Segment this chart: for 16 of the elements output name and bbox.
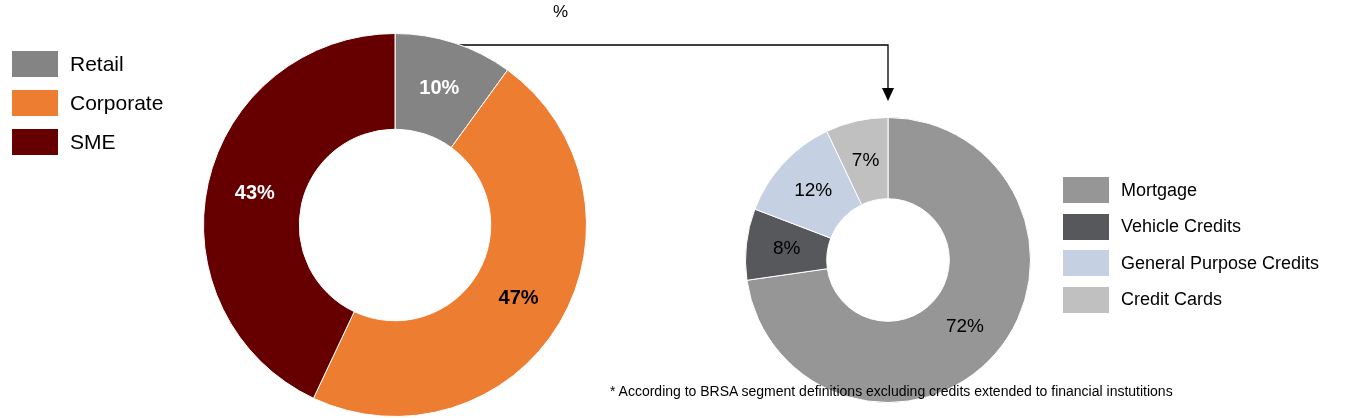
data-label: 8% bbox=[773, 236, 801, 258]
legend-label: General Purpose Credits bbox=[1121, 252, 1320, 274]
data-label: 10% bbox=[419, 75, 460, 98]
data-label: 72% bbox=[945, 314, 985, 336]
legend-label: Vehicle Credits bbox=[1121, 216, 1242, 238]
data-label: 47% bbox=[498, 285, 539, 308]
text: * According to BRSA segment definitions excluding credits extended to financial instutitions bbox=[610, 383, 1173, 399]
legend-label: Mortgage bbox=[1121, 179, 1198, 201]
data-label: 12% bbox=[794, 179, 833, 201]
legend-label: Retail bbox=[70, 51, 124, 76]
legend-label: Corporate bbox=[70, 90, 164, 115]
legend-label: Credit Cards bbox=[1121, 289, 1223, 311]
data-label: 43% bbox=[234, 181, 276, 204]
text: % bbox=[553, 2, 569, 22]
legend-label: SME bbox=[70, 129, 116, 154]
data-label: 7% bbox=[851, 148, 880, 170]
